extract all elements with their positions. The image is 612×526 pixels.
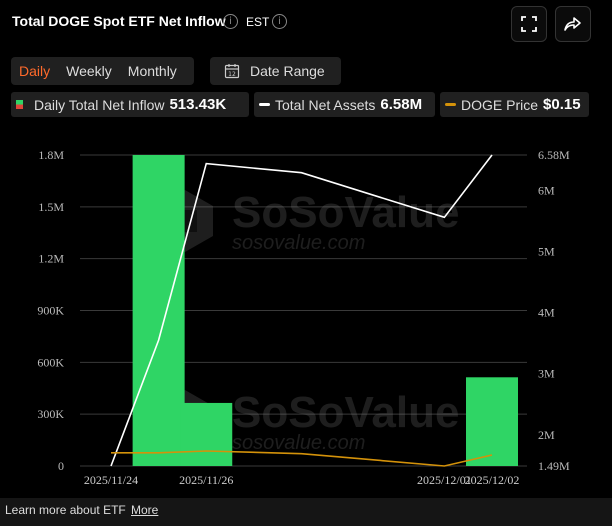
more-link[interactable]: More [131,503,159,517]
legend-inflow-label: Daily Total Net Inflow [34,96,165,113]
share-button[interactable] [555,6,591,42]
watermark-site: sosovalue.com [232,232,365,254]
share-icon [564,17,581,31]
legend-price-value: $0.15 [543,96,581,113]
left-axis-tick-label: 1.2M [38,252,64,266]
calendar-icon: 12 [224,64,240,79]
tab-monthly[interactable]: Monthly [127,63,177,79]
left-axis-tick-label: 600K [37,355,64,369]
x-axis-tick-label: 2025/11/26 [179,473,233,487]
fullscreen-button[interactable] [511,6,547,42]
legend-assets-value: 6.58M [380,96,423,113]
inflow-bar [180,402,233,466]
left-axis-tick-label: 1.5M [38,200,64,214]
fullscreen-icon [521,16,537,32]
date-range-label: Date Range [250,63,325,79]
page-title: Total DOGE Spot ETF Net Inflow [12,13,226,29]
period-tabs: Daily Weekly Monthly [11,57,194,85]
legend-price-swatch [445,103,456,106]
total-net-assets-line [110,154,493,467]
legend-assets-label: Total Net Assets [275,96,376,113]
inflow-bar [132,155,185,466]
footer-text: Learn more about ETF [5,503,126,517]
legend-assets[interactable]: Total Net Assets 6.58M [254,92,435,117]
timezone-label: EST [246,15,270,29]
left-axis-tick-label: 1.8M [38,148,64,162]
watermark-brand: SoSoValue [232,188,459,237]
tab-weekly[interactable]: Weekly [66,63,112,79]
inflow-bar [466,377,518,466]
net-inflow-chart: SoSoValue sosovalue.com SoSoValue sosova… [37,148,570,487]
legend-inflow-swatch [16,100,23,109]
x-axis-tick-label: 2025/12/02 [465,473,520,487]
right-axis-tick-label: 1.49M [538,459,570,473]
right-axis-tick-label: 2M [538,428,555,442]
left-axis-tick-label: 0 [58,459,64,473]
tab-daily[interactable]: Daily [19,63,51,79]
legend-assets-swatch [259,103,270,106]
legend-inflow[interactable]: Daily Total Net Inflow 513.43K [11,92,249,117]
x-axis-tick-label: 2025/12/01 [417,473,472,487]
right-axis-tick-label: 6M [538,183,555,197]
svg-text:12: 12 [228,71,236,78]
right-axis-tick-label: 3M [538,367,555,381]
right-axis-tick-label: 4M [538,306,555,320]
left-axis-tick-label: 300K [37,407,64,421]
left-axis-tick-label: 900K [37,304,64,318]
info-icon[interactable]: i [272,14,287,29]
watermark-site: sosovalue.com [232,432,365,454]
right-axis-tick-label: 5M [538,245,555,259]
footer: Learn more about ETF More [0,498,612,526]
info-icon[interactable]: i [223,14,238,29]
right-axis-tick-label: 6.58M [538,148,570,162]
doge-price-line [111,450,493,467]
legend-inflow-value: 513.43K [169,96,227,113]
legend-price-label: DOGE Price [461,96,539,113]
legend-price[interactable]: DOGE Price $0.15 [440,92,589,117]
date-range-button[interactable]: 12 Date Range [210,57,341,85]
watermark-brand: SoSoValue [232,388,459,437]
x-axis-tick-label: 2025/11/24 [84,473,138,487]
